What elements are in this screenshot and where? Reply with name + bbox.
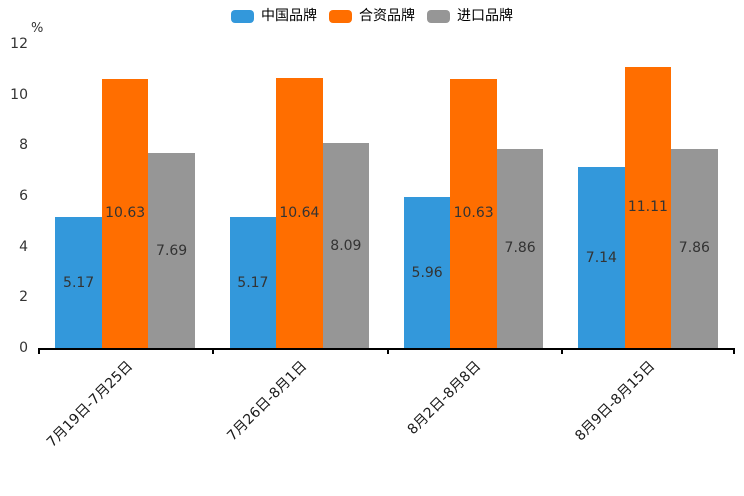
x-axis-tick-mark xyxy=(212,348,215,354)
bar-value-label: 8.09 xyxy=(330,237,362,254)
y-tick-label: 6 xyxy=(19,188,28,204)
x-category-label: 8月9日-8月15日 xyxy=(572,358,659,445)
x-category-label: 7月26日-8月1日 xyxy=(224,358,310,445)
bar-group: 7.14 11.11 7.86 xyxy=(561,44,735,348)
bar-进口品牌: 7.86 xyxy=(496,148,544,348)
y-tick-label: 10 xyxy=(10,86,28,103)
y-axis-unit-label: % xyxy=(31,21,44,36)
legend: 中国品牌 合资品牌 进口品牌 xyxy=(0,9,744,23)
bar-中国品牌: 5.17 xyxy=(55,217,102,348)
y-tick-label: 2 xyxy=(19,289,28,306)
bar-中国品牌: 5.96 xyxy=(403,197,451,348)
bar-value-label: 5.17 xyxy=(237,274,269,291)
y-tick-label: 4 xyxy=(19,238,28,255)
plot-area: 0 2 4 6 8 10 12 5.17 10.63 7.69 5.17 10.64 8.09 5.96… xyxy=(10,37,735,451)
x-axis-tick-mark xyxy=(733,348,735,354)
y-tick-label: 12 xyxy=(10,36,28,52)
legend-label: 合资品牌 xyxy=(359,8,415,24)
x-category-label: 8月2日-8月8日 xyxy=(404,358,485,438)
bar-合资品牌: 10.63 xyxy=(101,78,149,348)
bar-value-label: 5.17 xyxy=(63,274,95,291)
bar-进口品牌: 7.69 xyxy=(148,153,195,348)
bar-合资品牌: 10.63 xyxy=(450,78,497,348)
bar-合资品牌: 11.11 xyxy=(624,66,672,348)
bar-中国品牌: 7.14 xyxy=(578,167,625,348)
bar-group: 5.17 10.63 7.69 xyxy=(38,44,212,348)
bar-value-label: 7.86 xyxy=(504,240,536,257)
legend-swatch-icon xyxy=(427,9,450,23)
bar-value-label: 7.69 xyxy=(156,242,188,259)
legend-item: 合资品牌 xyxy=(329,9,415,23)
bar-进口品牌: 8.09 xyxy=(322,143,370,348)
y-tick-label: 0 xyxy=(19,340,28,356)
bar-value-label: 10.63 xyxy=(453,205,494,222)
bar-value-label: 7.14 xyxy=(585,249,617,266)
legend-item: 中国品牌 xyxy=(231,9,317,23)
x-axis-tick-mark xyxy=(560,348,563,354)
x-axis-labels: 7月19日-7月25日 7月26日-8月1日 8月2日-8月8日 8月9日-8月15日 xyxy=(38,348,735,488)
bar-value-label: 10.64 xyxy=(279,205,320,222)
bar-value-label: 11.11 xyxy=(627,199,668,216)
bar-中国品牌: 5.17 xyxy=(229,217,277,348)
legend-label: 进口品牌 xyxy=(457,8,513,24)
bar-value-label: 5.96 xyxy=(411,264,443,281)
bar-合资品牌: 10.64 xyxy=(276,78,323,348)
x-axis-tick-mark xyxy=(386,348,389,354)
bar-进口品牌: 7.86 xyxy=(671,148,718,348)
bar-group: 5.17 10.64 8.09 xyxy=(212,44,386,348)
bar-group: 5.96 10.63 7.86 xyxy=(387,44,561,348)
bar-value-label: 10.63 xyxy=(105,205,146,222)
legend-label: 中国品牌 xyxy=(261,8,317,24)
legend-item: 进口品牌 xyxy=(427,9,513,23)
legend-swatch-icon xyxy=(329,9,352,23)
x-category-label: 7月19日-7月25日 xyxy=(43,358,136,451)
x-axis-tick-mark xyxy=(38,348,40,354)
y-tick-label: 8 xyxy=(19,137,28,154)
legend-swatch-icon xyxy=(231,9,254,23)
bar-value-label: 7.86 xyxy=(678,240,710,257)
